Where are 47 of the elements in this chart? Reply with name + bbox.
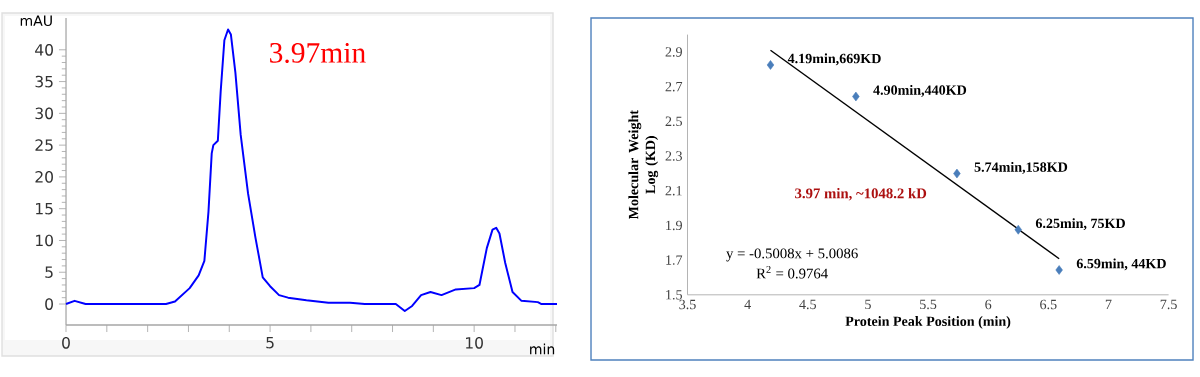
data-label: 6.59min, 44KD [1076,258,1166,271]
x-tick-label: 7 [1105,299,1112,309]
y-tick-label: 25 [35,139,53,151]
x-tick-label: 7.5 [1160,299,1177,310]
x-tick-label: 5.5 [920,299,937,310]
point [1014,224,1022,235]
data-label: 6.25min, 75KD [1035,218,1125,231]
x-tick-label: 4 [744,299,751,310]
y-tick-label: 30 [35,107,53,120]
y-tick-label: 2.1 [665,185,682,196]
y-axis-title: Molecular Weight Log (KD) [628,110,659,220]
y-tick-label: 5 [45,266,53,278]
point [1055,265,1063,275]
y-tick-label: 2.3 [665,151,682,161]
y-tick-label: 1.9 [666,220,682,231]
y-tick-label: 1.7 [666,255,683,265]
y-tick-label: 35 [35,75,53,88]
x-tick-label: 3.5 [679,299,696,310]
x-tick-label: 5 [266,337,274,349]
y-tick-label: 2.9 [665,47,682,57]
annotation: 3.97min [270,42,366,63]
y-axis-title: mAU [20,15,52,27]
x-tick-label: 5 [865,299,871,310]
data-label: 4.19min,669KD [787,53,881,66]
y-tick-label: 1.5 [666,290,682,300]
x-axis-title: min [530,343,555,355]
annotation: R$^{2}$ = 0.9764 [756,265,828,279]
y-tick-label: 2.7 [665,81,683,92]
y-tick-label: 15 [36,202,53,215]
line-series [65,28,558,313]
x-axis-title: Protein Peak Position (min) [845,316,1011,329]
annotation: y = -0.5008x + 5.0086 [726,248,858,262]
y-tick-label: 10 [36,234,53,247]
data-label: 4.90min,440KD [873,84,967,97]
point [953,168,961,179]
data-label: 5.74min,158KD [974,161,1068,174]
y-tick-label: 2.5 [665,116,682,127]
x-tick-label: 6.5 [1040,299,1057,310]
annotation: 3.97 min, ~1048.2 kD [795,187,927,201]
point [852,91,860,102]
x-tick-label: 0 [62,337,70,349]
x-tick-label: 10 [466,337,483,349]
y-tick-label: 40 [35,43,53,56]
point [766,60,775,70]
x-tick-label: 4.5 [799,299,817,310]
x-tick-label: 6 [985,299,992,310]
y-tick-label: 20 [35,171,53,183]
